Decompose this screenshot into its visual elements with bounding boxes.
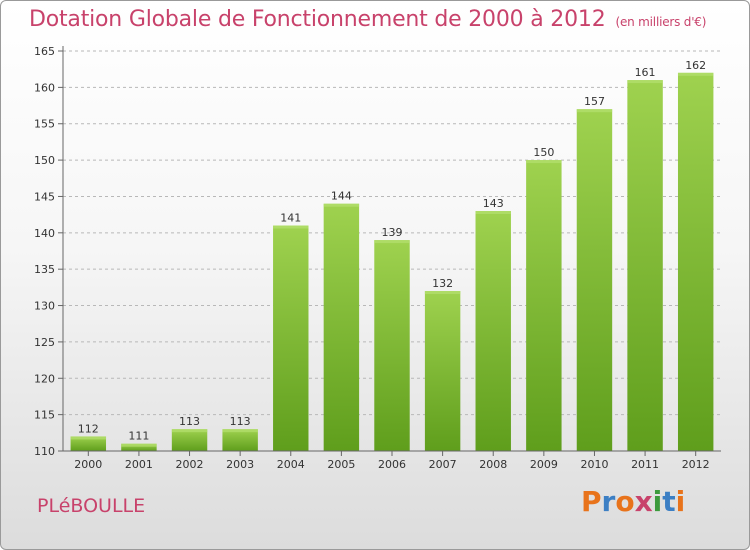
- y-tick-label: 115: [34, 409, 55, 422]
- data-label-2010: 157: [584, 95, 605, 108]
- data-label-2000: 112: [78, 422, 99, 435]
- data-label-2009: 150: [533, 146, 554, 159]
- logo-letter: o: [615, 485, 635, 518]
- bar-2002: [171, 429, 208, 451]
- bar-top-highlight: [576, 109, 613, 113]
- y-tick-label: 165: [34, 45, 55, 58]
- bar-top-highlight: [121, 443, 157, 447]
- x-tick-label-2012: 2012: [682, 458, 710, 471]
- bar-2004: [273, 225, 309, 451]
- bar-top-highlight: [374, 240, 410, 244]
- logo-letter: t: [662, 485, 676, 518]
- commune-name: PLéBOULLE: [37, 495, 146, 517]
- proxiti-logo: Proxiti: [581, 485, 685, 518]
- bar-2012: [677, 72, 714, 452]
- x-axis: 2000 2001 2002 2003 2004 2005 2006 2007 2008 2009…: [63, 450, 721, 471]
- bar-top-highlight: [273, 225, 309, 229]
- bar-top-highlight: [323, 203, 360, 207]
- y-tick-label: 140: [34, 227, 55, 240]
- data-labels: 112 111 113 113 141 144 139 132 143 150 157 161 162: [78, 59, 706, 443]
- chart-title: Dotation Globale de Fonctionnement de 20…: [29, 7, 706, 32]
- y-tick-label: 130: [34, 300, 55, 313]
- x-tick-label-2002: 2002: [176, 458, 204, 471]
- y-tick-label: 150: [34, 154, 55, 167]
- bar-top-highlight: [475, 211, 511, 214]
- chart-subtitle: (en milliers d'€): [615, 15, 707, 29]
- y-tick-label: 135: [34, 263, 55, 276]
- bar-2007: [424, 291, 461, 451]
- bar-top-highlight: [424, 291, 461, 294]
- bar-top-highlight: [627, 80, 663, 84]
- bar-2010: [576, 109, 613, 451]
- bars: [70, 72, 714, 452]
- x-tick-label-2003: 2003: [226, 458, 254, 471]
- bar-2005: [323, 203, 360, 451]
- data-label-2007: 132: [432, 277, 453, 290]
- data-label-2012: 162: [685, 59, 706, 72]
- data-label-2008: 143: [483, 197, 504, 210]
- logo-letter: i: [675, 485, 686, 518]
- bar-top-highlight: [70, 436, 107, 440]
- data-label-2001: 111: [128, 430, 149, 443]
- y-tick-label: 145: [34, 190, 55, 203]
- data-label-2011: 161: [635, 66, 656, 79]
- data-label-2002: 113: [179, 415, 200, 428]
- data-label-2003: 113: [230, 415, 251, 428]
- x-tick-label-2005: 2005: [327, 458, 355, 471]
- bar-top-highlight: [171, 429, 208, 433]
- y-tick-label: 160: [34, 81, 55, 94]
- x-tick-label-2011: 2011: [631, 458, 659, 471]
- logo-letter: i: [652, 485, 663, 518]
- x-tick-label-2000: 2000: [74, 458, 102, 471]
- bar-top-highlight: [526, 160, 562, 164]
- x-tick-label-2010: 2010: [580, 458, 608, 471]
- y-tick-label: 110: [34, 445, 55, 458]
- bar-2003: [222, 429, 258, 451]
- x-tick-label-2007: 2007: [429, 458, 457, 471]
- chart-title-text: Dotation Globale de Fonctionnement de 20…: [29, 7, 606, 32]
- data-label-2006: 139: [382, 226, 403, 239]
- x-tick-label-2001: 2001: [125, 458, 153, 471]
- bar-2009: [526, 160, 562, 451]
- y-tick-label: 125: [34, 336, 55, 349]
- y-tick-label: 155: [34, 118, 55, 131]
- bar-2006: [374, 240, 410, 451]
- y-tick-label: 120: [34, 372, 55, 385]
- y-axis: 110 115 120 125 130 135 140 145 150 155 160 165: [34, 45, 64, 458]
- bar-2008: [475, 211, 511, 451]
- logo-letter: P: [581, 485, 602, 518]
- logo-letter: r: [601, 485, 616, 518]
- data-label-2004: 141: [280, 212, 301, 225]
- x-tick-label-2008: 2008: [479, 458, 507, 471]
- x-tick-label-2009: 2009: [530, 458, 558, 471]
- logo-letter: x: [634, 485, 653, 518]
- x-tick-label-2004: 2004: [277, 458, 305, 471]
- bar-2001: [121, 443, 157, 451]
- bar-2000: [70, 436, 107, 451]
- x-tick-label-2006: 2006: [378, 458, 406, 471]
- bar-2011: [627, 80, 663, 451]
- bar-top-highlight: [222, 429, 258, 433]
- data-label-2005: 144: [331, 190, 352, 203]
- bar-top-highlight: [677, 72, 714, 76]
